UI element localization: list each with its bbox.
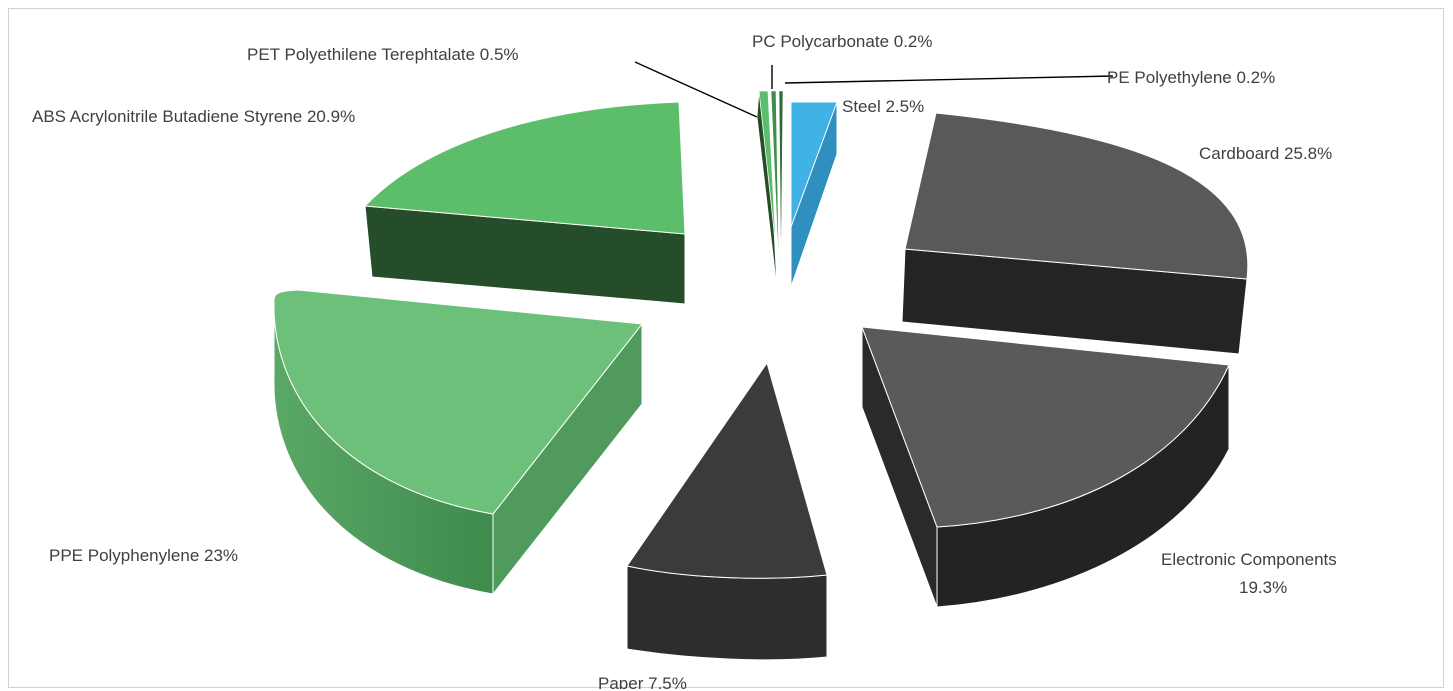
leader-line-pe	[784, 75, 1114, 84]
leader-line-pet	[634, 61, 758, 118]
data-label-paper: Paper 7.5%	[598, 674, 687, 689]
slice-paper[interactable]	[626, 361, 828, 661]
data-label-cardboard: Cardboard 25.8%	[1199, 144, 1332, 163]
slice-electronic-components[interactable]	[861, 326, 1230, 608]
data-label-electronic-components-line2: 19.3%	[1239, 578, 1287, 597]
slice-pe[interactable]	[778, 90, 784, 272]
data-label-pe: PE Polyethylene 0.2%	[1107, 68, 1275, 87]
slice-pet[interactable]	[756, 90, 778, 290]
data-label-steel: Steel 2.5%	[842, 97, 924, 116]
data-label-pet: PET Polyethilene Terephtalate 0.5%	[247, 45, 519, 64]
slice-steel[interactable]	[790, 101, 838, 288]
slice-ppe-polyphenylene[interactable]	[273, 289, 643, 596]
chart-area: PC Polycarbonate 0.2% PET Polyethilene T…	[8, 8, 1444, 689]
data-label-ppe: PPE Polyphenylene 23%	[49, 546, 238, 565]
data-label-abs: ABS Acrylonitrile Butadiene Styrene 20.9…	[32, 107, 355, 126]
pie-chart: PC Polycarbonate 0.2% PET Polyethilene T…	[32, 32, 1337, 689]
data-label-electronic-components-line1: Electronic Components	[1161, 550, 1337, 569]
slice-abs[interactable]	[363, 101, 686, 305]
slice-cardboard[interactable]	[901, 112, 1249, 355]
data-label-pc: PC Polycarbonate 0.2%	[752, 32, 933, 51]
slice-pc[interactable]	[770, 90, 780, 272]
